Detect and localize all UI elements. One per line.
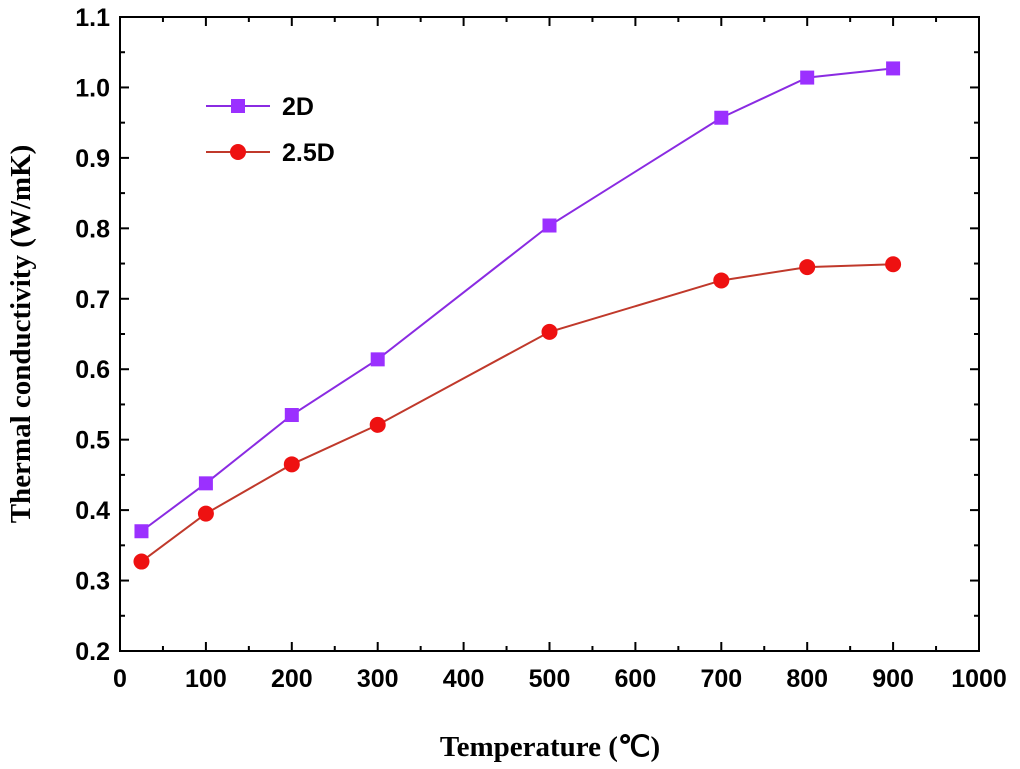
y-axis-title: Thermal conductivity (W/mK) [5, 145, 37, 524]
y-tick-label: 0.6 [75, 356, 110, 384]
data-point-2.5D [197, 505, 214, 522]
data-point-2D [714, 110, 729, 125]
legend-label-2.5D: 2.5D [282, 139, 335, 167]
data-point-2D [198, 476, 213, 491]
y-tick-label: 1.1 [75, 4, 110, 32]
x-tick-label: 900 [872, 665, 914, 693]
x-tick-label: 300 [357, 665, 399, 693]
legend-label-2D: 2D [282, 93, 314, 121]
x-tick-label: 400 [443, 665, 485, 693]
x-tick-label: 600 [615, 665, 657, 693]
y-tick-label: 0.7 [75, 286, 110, 314]
y-tick-label: 0.4 [75, 497, 110, 525]
data-point-2.5D [283, 456, 300, 473]
data-point-2.5D [369, 416, 386, 433]
data-point-2.5D [541, 323, 558, 340]
ticks-layer: 0 100 200 300 400 500 600 700 800 900 1000 0.2 0.3 0.… [75, 4, 1007, 693]
series-line-2.5D [140, 263, 894, 563]
y-tick-label: 0.5 [75, 427, 110, 455]
legend: 2D 2.5D [206, 93, 335, 167]
x-tick-label: 100 [185, 665, 227, 693]
y-tick-label: 0.8 [75, 215, 110, 243]
x-tick-label: 1000 [951, 665, 1007, 693]
x-axis-title: Temperature (℃) [440, 731, 660, 763]
y-tick-label: 1.0 [75, 74, 110, 102]
data-point-2D [886, 61, 901, 76]
data-point-2D [370, 352, 385, 367]
data-point-2.5D [799, 259, 816, 276]
x-tick-label: 0 [113, 665, 127, 693]
data-point-2.5D [133, 553, 150, 570]
series-markers-layer [133, 61, 902, 570]
y-tick-label: 0.9 [75, 145, 110, 173]
x-tick-label: 800 [786, 665, 828, 693]
y-tick-label: 0.3 [75, 568, 110, 596]
data-point-2D [134, 524, 149, 539]
series-line-2D [140, 67, 894, 533]
data-point-2D [800, 70, 815, 85]
data-point-2.5D [713, 272, 730, 289]
data-point-2D [542, 218, 557, 233]
x-tick-label: 700 [700, 665, 742, 693]
legend-marker-2D [231, 99, 245, 113]
y-tick-label: 0.2 [75, 638, 110, 666]
legend-marker-2.5D [230, 144, 246, 160]
series-lines-layer [140, 67, 894, 563]
x-tick-label: 500 [529, 665, 571, 693]
data-point-2.5D [885, 256, 902, 273]
data-point-2D [284, 408, 299, 423]
x-tick-label: 200 [271, 665, 313, 693]
